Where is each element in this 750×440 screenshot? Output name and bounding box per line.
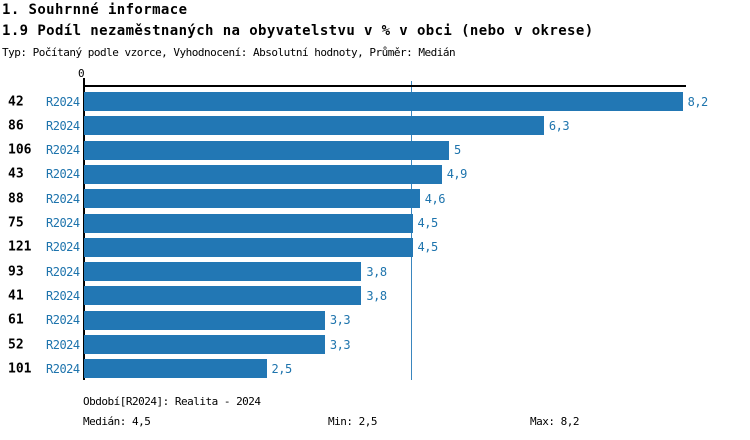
row-period-label: R2024 [46, 240, 80, 255]
row-period-label: R2024 [46, 118, 80, 133]
row-period-label: R2024 [46, 264, 80, 279]
row-id-label: 88 [8, 191, 24, 207]
row-id-label: 43 [8, 166, 24, 182]
chart-row: 43 R2024 4,9 [0, 164, 750, 184]
row-period-label: R2024 [46, 313, 80, 328]
row-id-label: 42 [8, 94, 24, 109]
stat-max: Max: 8,2 [530, 415, 579, 428]
bar [84, 92, 683, 111]
bar-value-label: 6,3 [548, 118, 570, 133]
row-id-label: 75 [8, 215, 24, 231]
section-title: 1. Souhrnné informace [2, 2, 188, 18]
chart-row: 75 R2024 4,5 [0, 213, 750, 233]
bar [84, 286, 362, 306]
stat-min: Min: 2,5 [328, 415, 377, 428]
bar [84, 310, 325, 330]
chart-row: 86 R2024 6,3 [0, 116, 750, 136]
row-period-label: R2024 [46, 143, 80, 158]
row-id-label: 61 [8, 312, 24, 328]
bar-value-label: 3,3 [329, 337, 351, 352]
row-id-label: 41 [8, 288, 24, 304]
x-axis-line [83, 85, 686, 87]
stat-median: Medián: 4,5 [83, 415, 151, 428]
summary-stats: Medián: 4,5 Min: 2,5 Max: 8,2 [0, 415, 750, 429]
row-id-label: 86 [8, 118, 24, 134]
x-axis-zero-tick [83, 78, 85, 85]
chart-row: 88 R2024 4,6 [0, 189, 750, 209]
bar [84, 140, 449, 160]
chart-row: 106 R2024 5 [0, 140, 750, 160]
row-id-label: 52 [8, 337, 24, 352]
bar-value-label: 4,6 [424, 191, 446, 206]
bar [84, 164, 442, 184]
chart-row: 121 R2024 4,5 [0, 237, 750, 257]
row-period-label: R2024 [46, 216, 80, 230]
row-period-label: R2024 [46, 167, 80, 182]
chart-row: 41 R2024 3,8 [0, 286, 750, 306]
row-id-label: 106 [8, 142, 32, 158]
page-title: 1.9 Podíl nezaměstnaných na obyvatelstvu… [2, 23, 594, 39]
bar [84, 262, 362, 282]
row-id-label: 101 [8, 361, 32, 377]
chart-subtitle: Typ: Počítaný podle vzorce, Vyhodnocení:… [2, 46, 456, 59]
chart-row: 93 R2024 3,8 [0, 262, 750, 282]
bar-value-label: 2,5 [271, 361, 293, 376]
period-info: Období[R2024]: Realita - 2024 [83, 395, 261, 408]
row-period-label: R2024 [46, 337, 80, 352]
bar-value-label: 3,8 [366, 288, 387, 303]
bar-value-label: 4,5 [417, 240, 439, 255]
row-period-label: R2024 [46, 94, 80, 109]
bar-chart: 0 42 R2024 8,2 86 R2024 6,3 106 R2024 5 43 R2024 4,… [0, 67, 750, 380]
row-period-label: R2024 [46, 191, 80, 206]
x-axis-zero-label: 0 [78, 67, 85, 80]
bar [84, 116, 544, 136]
row-period-label: R2024 [46, 361, 80, 376]
bar-value-label: 8,2 [687, 94, 709, 109]
bar [84, 237, 413, 257]
y-axis-line [83, 85, 85, 380]
bar-value-label: 5 [454, 143, 461, 158]
bar [84, 359, 267, 379]
row-id-label: 93 [8, 264, 24, 280]
bar [84, 335, 325, 354]
bar [84, 213, 413, 233]
chart-row: 61 R2024 3,3 [0, 310, 750, 330]
chart-row: 42 R2024 8,2 [0, 92, 750, 111]
bar-value-label: 3,3 [329, 313, 351, 328]
bar-value-label: 3,8 [366, 264, 387, 279]
chart-row: 52 R2024 3,3 [0, 335, 750, 354]
row-period-label: R2024 [46, 288, 80, 303]
bar [84, 189, 420, 209]
chart-row: 101 R2024 2,5 [0, 359, 750, 379]
bar-value-label: 4,5 [417, 216, 439, 230]
bar-value-label: 4,9 [446, 167, 468, 182]
row-id-label: 121 [8, 239, 32, 255]
